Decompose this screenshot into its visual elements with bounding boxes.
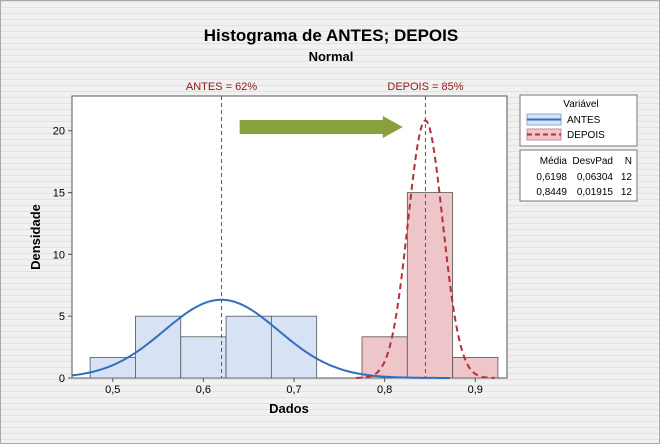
y-tick-label: 20 xyxy=(53,126,65,138)
y-axis-title: Densidade xyxy=(28,204,43,270)
legend-title: Variável xyxy=(563,99,598,110)
y-axis-ticks: 0 5 10 15 20 xyxy=(53,126,72,385)
stats-depois-n: 12 xyxy=(621,187,633,198)
bar-antes-1 xyxy=(89,356,136,379)
x-axis-ticks: 0,5 0,6 0,7 0,8 0,9 xyxy=(105,378,483,396)
stats-antes-mean: 0,6198 xyxy=(536,172,567,183)
stats-header-n: N xyxy=(625,156,632,167)
x-tick-label: 0,9 xyxy=(468,384,483,396)
stats-header-mean: Média xyxy=(540,156,568,167)
stats-depois-stdev: 0,01915 xyxy=(577,187,614,198)
stats-antes-n: 12 xyxy=(621,172,633,183)
x-axis-title: Dados xyxy=(269,401,309,416)
x-tick-label: 0,6 xyxy=(196,384,211,396)
chart-title: Histograma de ANTES; DEPOIS xyxy=(204,26,458,45)
stats-antes-stdev: 0,06304 xyxy=(577,172,614,183)
reference-label-2: DEPOIS = 85% xyxy=(387,81,463,93)
y-tick-label: 0 xyxy=(59,373,65,385)
bar-depois-2 xyxy=(406,192,454,379)
bar-depois-1 xyxy=(361,336,408,379)
x-tick-label: 0,5 xyxy=(105,384,120,396)
legend-label-antes: ANTES xyxy=(567,115,601,126)
stats-table: Média DesvPad N 0,6198 0,06304 12 0,8449… xyxy=(519,149,638,202)
stats-header-stdev: DesvPad xyxy=(572,156,613,167)
stats-depois-mean: 0,8449 xyxy=(536,187,567,198)
reference-label-1: ANTES = 62% xyxy=(186,81,257,93)
legend-label-depois: DEPOIS xyxy=(567,130,605,141)
histogram-bars xyxy=(89,192,499,379)
x-tick-label: 0,7 xyxy=(286,384,301,396)
bar-antes-4 xyxy=(225,315,272,379)
x-tick-label: 0,8 xyxy=(377,384,392,396)
reference-lines: ANTES = 62% DEPOIS = 85% xyxy=(186,81,464,378)
legend: Variável ANTES DEPOIS xyxy=(519,94,638,147)
bar-antes-3 xyxy=(180,336,227,379)
chart-subtitle: Normal xyxy=(309,49,354,64)
annotation-arrow xyxy=(239,116,403,139)
curve-antes xyxy=(71,298,450,379)
y-tick-label: 15 xyxy=(53,188,65,200)
stats-table-box xyxy=(519,149,638,202)
y-tick-label: 5 xyxy=(59,311,65,323)
bar-antes-5 xyxy=(270,315,318,379)
y-tick-label: 10 xyxy=(53,249,65,261)
arrow-shape xyxy=(239,116,403,139)
